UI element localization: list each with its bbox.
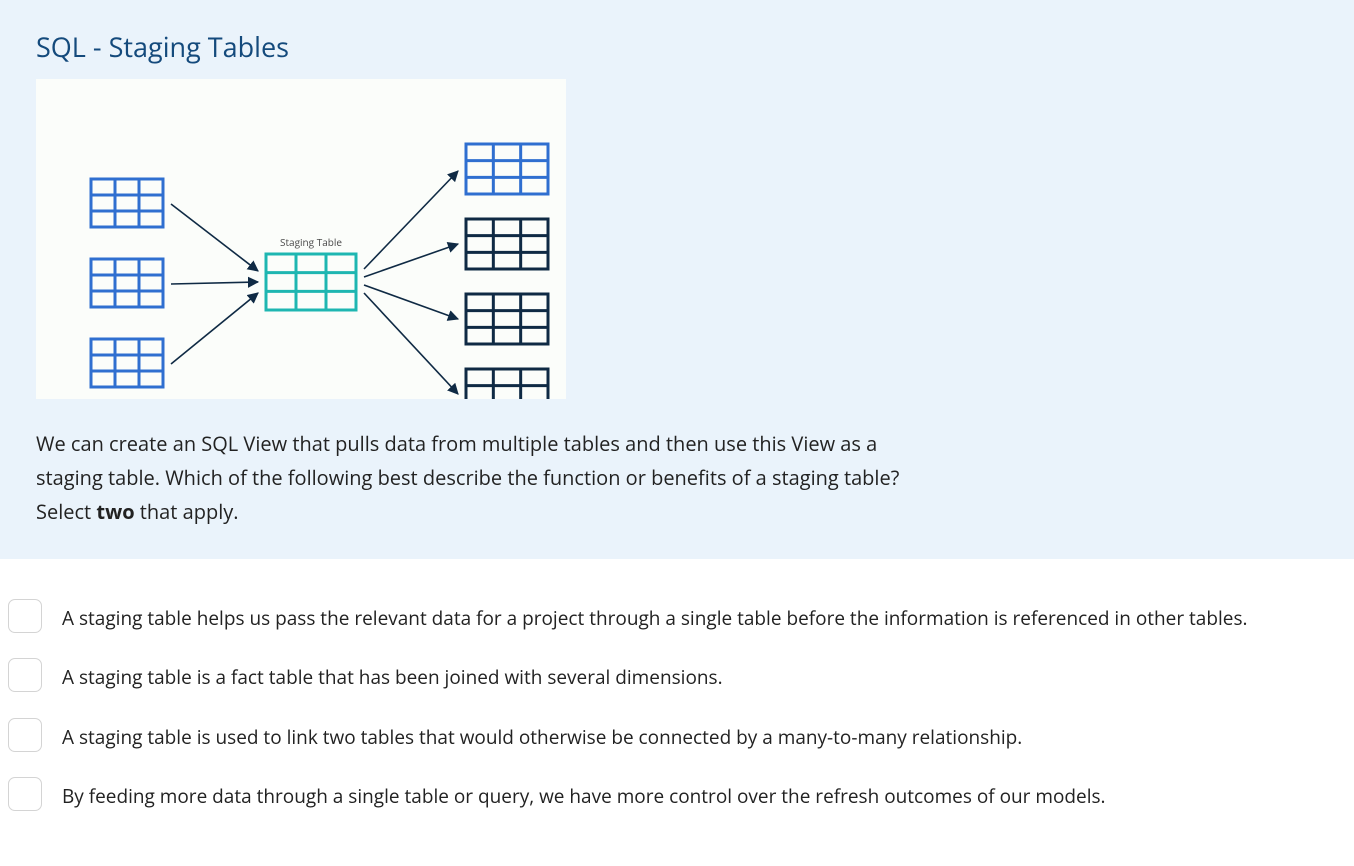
question-line-1: We can create an SQL View that pulls dat…	[36, 430, 877, 457]
answer-text-1: A staging table is a fact table that has…	[62, 658, 723, 693]
question-line-3a: Select	[36, 498, 96, 525]
answer-row: A staging table is a fact table that has…	[8, 658, 1346, 693]
answer-checkbox-3[interactable]	[8, 777, 42, 811]
answer-row: By feeding more data through a single ta…	[8, 777, 1346, 812]
svg-text:Staging Table: Staging Table	[280, 235, 342, 249]
answer-text-0: A staging table helps us pass the releva…	[62, 599, 1248, 634]
question-title: SQL - Staging Tables	[36, 28, 1318, 65]
question-line-2: staging table. Which of the following be…	[36, 464, 899, 491]
answer-text-2: A staging table is used to link two tabl…	[62, 718, 1022, 753]
answer-text-3: By feeding more data through a single ta…	[62, 777, 1106, 812]
question-line-3b: two	[96, 498, 134, 525]
answer-row: A staging table helps us pass the releva…	[8, 599, 1346, 634]
staging-diagram: Staging Table	[36, 79, 566, 399]
question-line-3c: that apply.	[135, 498, 239, 525]
answer-checkbox-1[interactable]	[8, 658, 42, 692]
answers-section: A staging table helps us pass the releva…	[0, 559, 1354, 866]
answer-row: A staging table is used to link two tabl…	[8, 718, 1346, 753]
answer-checkbox-2[interactable]	[8, 718, 42, 752]
answer-checkbox-0[interactable]	[8, 599, 42, 633]
question-text: We can create an SQL View that pulls dat…	[36, 427, 996, 529]
question-header: SQL - Staging Tables Staging Table We ca…	[0, 0, 1354, 559]
